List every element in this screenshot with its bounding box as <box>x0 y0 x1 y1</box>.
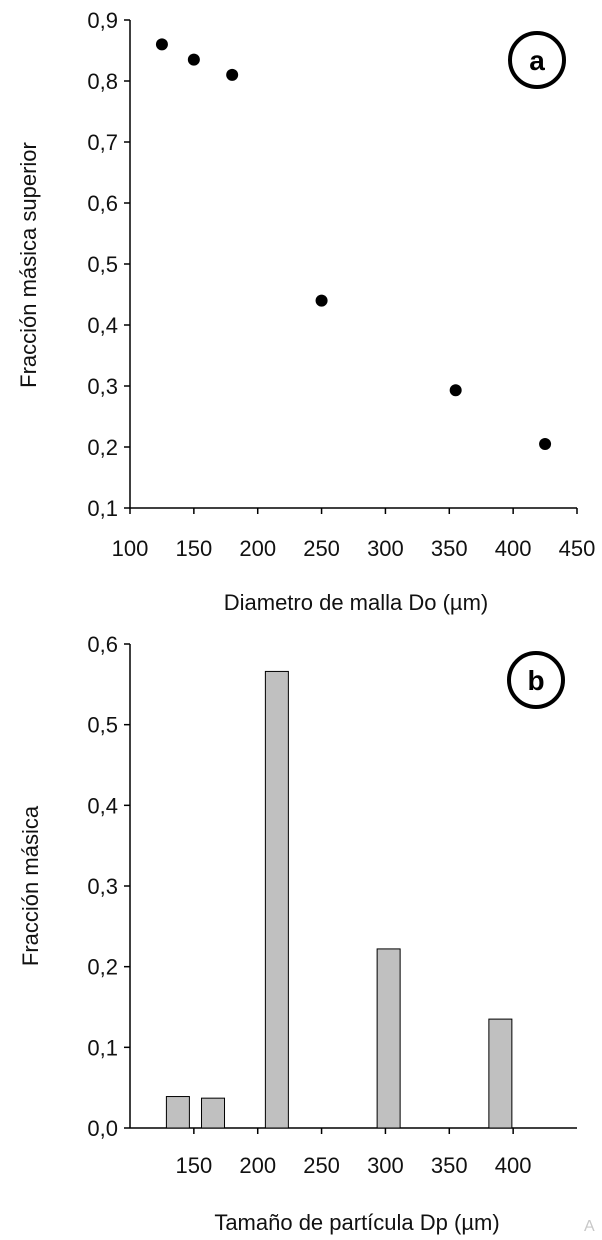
panel-a-y-label: Fracción másica superior <box>16 142 41 388</box>
panel-b-y-label: Fracción másica <box>18 805 43 966</box>
panel-b-bars <box>165 670 513 1129</box>
panel-b-bar <box>165 1096 190 1129</box>
panel-b-x-tick-label: 200 <box>239 1153 276 1178</box>
panel-b-badge-circle <box>507 651 565 709</box>
panel-a-data-point <box>315 294 328 307</box>
panel-b-y-tick-label: 0,5 <box>87 713 118 738</box>
panel-a-badge-circle <box>508 31 566 89</box>
panel-a-y-tick-label: 0,7 <box>87 130 118 155</box>
panel-a-y-tick-label: 0,9 <box>87 8 118 33</box>
panel-a-badge-label: a <box>529 45 545 76</box>
panel-a-x-tick-label: 300 <box>367 536 404 561</box>
panel-b-x-tick-label: 250 <box>303 1153 340 1178</box>
panel-b-x-tick-label: 400 <box>495 1153 532 1178</box>
panel-a-x-tick-label: 450 <box>559 536 596 561</box>
panel-a-x-tick-label: 150 <box>175 536 212 561</box>
panel-a-data-point <box>155 38 168 51</box>
panel-b-y-tick-label: 0,6 <box>87 632 118 657</box>
panel-a-data-point <box>187 53 200 66</box>
panel-b-bar <box>488 1018 513 1129</box>
panel-b-x-label: Tamaño de partícula Dp (µm) <box>214 1210 499 1235</box>
panel-a-y-ticks: 0,1 0,2 0,3 0,4 0,5 0,6 0,7 0,8 0,9 <box>87 8 130 521</box>
panel-a-x-tick-label: 400 <box>495 536 532 561</box>
panel-b-bar <box>201 1097 226 1129</box>
panel-a-y-tick-label: 0,3 <box>87 374 118 399</box>
panel-a-x-tick-label: 200 <box>239 536 276 561</box>
watermark-text: A <box>584 1218 595 1235</box>
panel-a-y-tick-label: 0,6 <box>87 191 118 216</box>
panel-b-x-tick-label: 150 <box>175 1153 212 1178</box>
panel-a-x-tick-label: 350 <box>431 536 468 561</box>
panel-a-y-tick-label: 0,5 <box>87 252 118 277</box>
panel-b-y-tick-label: 0,0 <box>87 1116 118 1141</box>
panel-a-x-tick-label: 250 <box>303 536 340 561</box>
panel-b-x-ticks: 150 200 250 300 350 400 <box>175 1128 532 1178</box>
panel-a-x-tick-label: 100 <box>112 536 149 561</box>
panel-a-data-point <box>449 384 462 397</box>
panel-b: 0,0 0,1 0,2 0,3 0,4 0,5 0,6 150 200 250 300 350 400… <box>18 632 577 1235</box>
panel-a-data-point <box>539 437 552 450</box>
panel-a: 0,1 0,2 0,3 0,4 0,5 0,6 0,7 0,8 0,9 100 150 200 250… <box>16 8 595 615</box>
panel-b-y-tick-label: 0,4 <box>87 793 118 818</box>
panel-a-y-tick-label: 0,4 <box>87 313 118 338</box>
panel-a-x-label: Diametro de malla Do (µm) <box>224 590 489 615</box>
panel-b-y-tick-label: 0,1 <box>87 1035 118 1060</box>
panel-b-y-tick-label: 0,3 <box>87 874 118 899</box>
panel-b-x-tick-label: 300 <box>367 1153 404 1178</box>
panel-b-badge-label: b <box>527 665 544 696</box>
panel-a-points <box>155 38 552 450</box>
panel-b-bar <box>264 670 289 1129</box>
panel-a-y-tick-label: 0,2 <box>87 435 118 460</box>
panel-b-x-tick-label: 350 <box>431 1153 468 1178</box>
panel-a-x-ticks: 100 150 200 250 300 350 400 450 <box>112 508 596 561</box>
panel-a-data-point <box>226 68 239 81</box>
panel-a-y-tick-label: 0,8 <box>87 69 118 94</box>
panel-a-y-tick-label: 0,1 <box>87 496 118 521</box>
panel-b-y-ticks: 0,0 0,1 0,2 0,3 0,4 0,5 0,6 <box>87 632 130 1141</box>
panel-b-y-tick-label: 0,2 <box>87 955 118 980</box>
panel-b-bar <box>376 948 401 1129</box>
